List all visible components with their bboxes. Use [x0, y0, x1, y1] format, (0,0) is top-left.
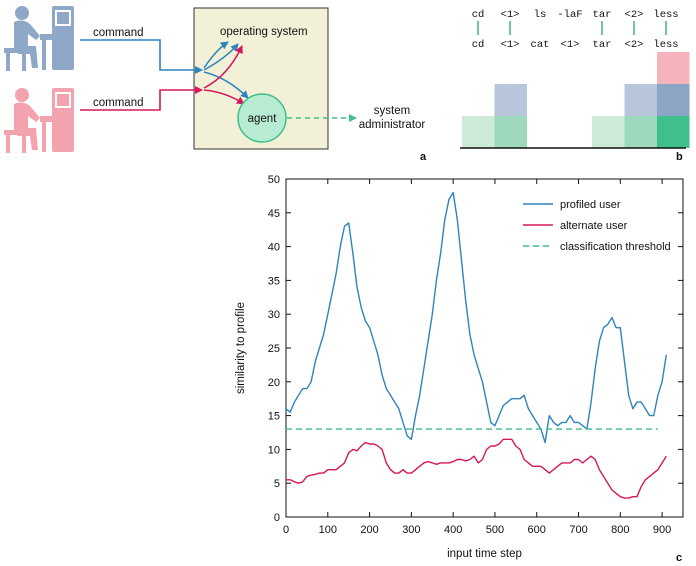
x-tick-label-9: 900: [653, 524, 671, 536]
similarity-block-1-1: [494, 84, 527, 116]
operating-system-label: operating system: [220, 26, 308, 38]
profiled-user-icon: [4, 6, 74, 71]
y-tick-label-9: 45: [268, 208, 280, 220]
y-tick-label-0: 0: [274, 512, 280, 524]
legend-label-0: profiled user: [560, 199, 621, 211]
y-tick-label-4: 20: [268, 377, 280, 389]
x-tick-label-1: 100: [319, 524, 337, 536]
command-label-bottom: command: [93, 97, 144, 109]
legend-label-2: classification threshold: [560, 241, 671, 253]
panel-a: command command operating system agent s…: [4, 6, 427, 163]
command-arrow-pink: [80, 86, 203, 111]
panel-b: cd <1> ls -laF tar <2> less cd <1> cat <1> tar <2> le…: [460, 9, 690, 163]
y-axis-label: similarity to profile: [235, 302, 247, 394]
similarity-block-4-0: [592, 116, 625, 148]
bottom-command-4: tar: [593, 39, 612, 51]
top-command-3: -laF: [557, 9, 582, 21]
similarity-block-6-0: [657, 116, 690, 148]
legend-label-1: alternate user: [560, 220, 628, 232]
x-axis-label: input time step: [447, 548, 522, 560]
plot-frame: [285, 178, 684, 518]
y-tick-label-1: 5: [274, 478, 280, 490]
panel-a-label: a: [420, 151, 427, 163]
panel-c: 0 100 200 300 400 500 600 700 800 900 0 5 10 15 20 25 30…: [235, 174, 684, 564]
y-tick-label-2: 10: [268, 444, 280, 456]
x-tick-label-0: 0: [283, 524, 289, 536]
bottom-command-0: cd: [472, 39, 485, 51]
x-tick-label-2: 200: [360, 524, 378, 536]
x-tick-label-7: 700: [569, 524, 587, 536]
top-command-1: <1>: [501, 9, 520, 21]
similarity-block-5-1: [624, 84, 657, 116]
os-arrow-blue-1: [203, 41, 229, 69]
x-tick-label-8: 800: [611, 524, 629, 536]
bottom-command-5: <2>: [625, 39, 644, 51]
agent-circle: [237, 93, 287, 143]
bottom-command-2: cat: [531, 39, 550, 51]
bottom-command-3: <1>: [561, 39, 580, 51]
admin-label-line2: administrator: [359, 119, 426, 131]
panel-c-label: c: [676, 552, 682, 564]
panel-b-label: b: [676, 151, 683, 163]
y-tick-label-7: 35: [268, 275, 280, 287]
command-arrow-blue: [80, 39, 203, 74]
x-tick-label-6: 600: [528, 524, 546, 536]
similarity-block-0-0: [462, 116, 495, 148]
top-command-6: less: [653, 9, 678, 21]
os-arrow-pink-2: [203, 89, 245, 105]
y-tick-label-5: 25: [268, 343, 280, 355]
bottom-command-1: <1>: [501, 39, 520, 51]
x-tick-label-5: 500: [486, 524, 504, 536]
y-tick-label-6: 30: [268, 309, 280, 321]
top-command-0: cd: [472, 9, 485, 21]
y-tick-label-8: 40: [268, 242, 280, 254]
agent-label: agent: [248, 113, 278, 125]
profiled-user-line: [285, 191, 667, 444]
admin-label-line1: system: [374, 105, 410, 117]
command-label-top: command: [93, 27, 144, 39]
similarity-block-5-0: [624, 116, 657, 148]
top-command-2: ls: [534, 9, 547, 21]
similarity-block-6-1: [657, 84, 690, 116]
os-arrow-pink-1: [203, 45, 243, 89]
top-command-4: tar: [593, 9, 612, 21]
x-tick-label-3: 300: [402, 524, 420, 536]
top-command-5: <2>: [625, 9, 644, 21]
similarity-block-6-2: [657, 52, 690, 84]
os-arrow-blue-3: [203, 71, 249, 99]
y-tick-label-3: 15: [268, 411, 280, 423]
alternate-user-line: [286, 438, 667, 499]
similarity-block-1-0: [494, 116, 527, 148]
x-tick-label-4: 400: [444, 524, 462, 536]
y-tick-label-10: 50: [268, 174, 280, 186]
bottom-command-6: less: [653, 39, 678, 51]
alternate-user-icon: [4, 88, 74, 153]
